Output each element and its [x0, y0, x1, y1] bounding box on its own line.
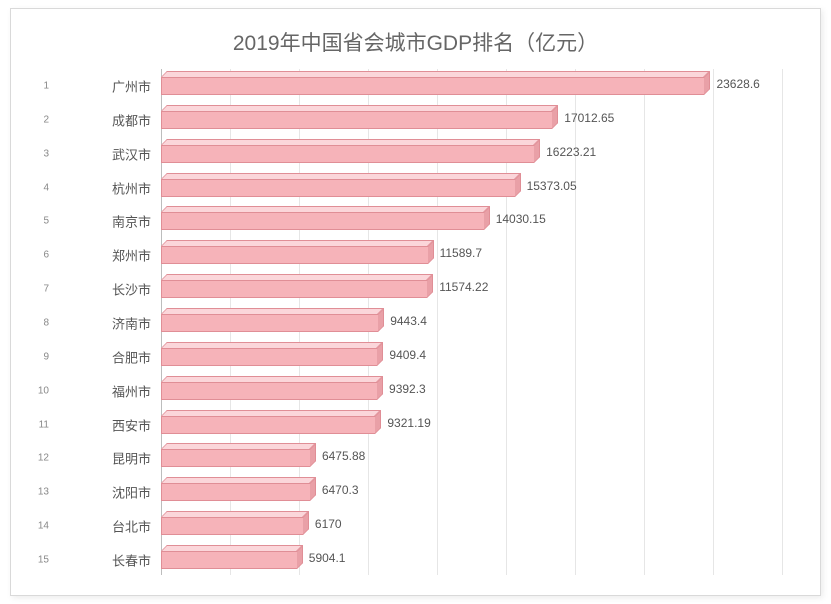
bar-face: [161, 314, 378, 332]
city-label: 郑州市: [71, 246, 151, 265]
bar: [161, 246, 428, 264]
bar-face: [161, 111, 552, 129]
chart-title: 2019年中国省会城市GDP排名（亿元）: [11, 9, 820, 67]
bar-face: [161, 280, 427, 298]
bar: [161, 517, 303, 535]
city-label: 西安市: [71, 415, 151, 434]
gridline: [713, 69, 714, 575]
value-label: 9392.3: [389, 382, 426, 396]
value-label: 6170: [315, 517, 342, 531]
bar-face: [161, 246, 428, 264]
rank-label: 8: [25, 318, 49, 329]
city-label: 合肥市: [71, 347, 151, 366]
value-label: 6470.3: [322, 483, 359, 497]
rank-label: 11: [25, 419, 49, 430]
city-label: 杭州市: [71, 178, 151, 197]
value-label: 17012.65: [564, 111, 614, 125]
bar: [161, 212, 484, 230]
bar-face: [161, 348, 377, 366]
bar-face: [161, 551, 297, 569]
rank-axis: 123456789101112131415: [25, 69, 49, 575]
value-label: 11589.7: [440, 246, 483, 260]
bar: [161, 416, 375, 434]
city-label: 南京市: [71, 212, 151, 231]
bar: [161, 348, 377, 366]
rank-label: 7: [25, 284, 49, 295]
bar: [161, 280, 427, 298]
bar: [161, 551, 297, 569]
bar-side: [310, 477, 316, 501]
rank-label: 4: [25, 182, 49, 193]
bar: [161, 314, 378, 332]
bar-side: [303, 511, 309, 535]
value-label: 11574.22: [439, 280, 488, 294]
bar-face: [161, 449, 310, 467]
city-label: 武汉市: [71, 144, 151, 163]
bar-side: [377, 376, 383, 400]
city-label: 广州市: [71, 76, 151, 95]
value-label: 9443.4: [390, 314, 427, 328]
value-label: 9409.4: [389, 348, 426, 362]
bar-side: [310, 443, 316, 467]
value-label: 23628.6: [716, 77, 759, 91]
rank-label: 6: [25, 250, 49, 261]
bar: [161, 145, 534, 163]
city-label: 台北市: [71, 517, 151, 536]
city-label: 昆明市: [71, 449, 151, 468]
bar-side: [375, 410, 381, 434]
city-label: 沈阳市: [71, 483, 151, 502]
plot-area: 23628.6 17012.65 16223.21 15373.05 14030.15 1…: [161, 69, 780, 575]
bar-side: [427, 274, 433, 298]
bar-side: [552, 105, 558, 129]
bar-face: [161, 382, 377, 400]
category-axis: 广州市成都市武汉市杭州市南京市郑州市长沙市济南市合肥市福州市西安市昆明市沈阳市台…: [71, 69, 151, 575]
chart-container: 2019年中国省会城市GDP排名（亿元） 1234567891011121314…: [10, 8, 821, 596]
bar-side: [534, 139, 540, 163]
rank-label: 12: [25, 453, 49, 464]
gridline: [644, 69, 645, 575]
city-label: 长沙市: [71, 280, 151, 299]
bar-face: [161, 212, 484, 230]
city-label: 长春市: [71, 551, 151, 570]
bar-side: [378, 308, 384, 332]
rank-label: 1: [25, 80, 49, 91]
bar-face: [161, 145, 534, 163]
rank-label: 13: [25, 487, 49, 498]
value-label: 9321.19: [387, 416, 430, 430]
bar-face: [161, 77, 704, 95]
value-label: 16223.21: [546, 145, 596, 159]
bar-side: [428, 240, 434, 264]
value-label: 15373.05: [527, 179, 577, 193]
bar-face: [161, 179, 515, 197]
bar: [161, 179, 515, 197]
rank-label: 2: [25, 114, 49, 125]
bar-face: [161, 517, 303, 535]
gridline: [782, 69, 783, 575]
bar-side: [297, 545, 303, 569]
bar-side: [484, 206, 490, 230]
rank-label: 14: [25, 521, 49, 532]
value-label: 5904.1: [309, 551, 346, 565]
bar-face: [161, 483, 310, 501]
city-label: 福州市: [71, 381, 151, 400]
bar: [161, 449, 310, 467]
bar: [161, 483, 310, 501]
bar-side: [377, 342, 383, 366]
rank-label: 3: [25, 148, 49, 159]
bar: [161, 77, 704, 95]
bar: [161, 111, 552, 129]
bar-side: [704, 71, 710, 95]
rank-label: 10: [25, 385, 49, 396]
city-label: 成都市: [71, 110, 151, 129]
rank-label: 9: [25, 351, 49, 362]
value-label: 6475.88: [322, 449, 365, 463]
city-label: 济南市: [71, 314, 151, 333]
value-label: 14030.15: [496, 212, 546, 226]
bar: [161, 382, 377, 400]
bar-face: [161, 416, 375, 434]
rank-label: 5: [25, 216, 49, 227]
rank-label: 15: [25, 555, 49, 566]
